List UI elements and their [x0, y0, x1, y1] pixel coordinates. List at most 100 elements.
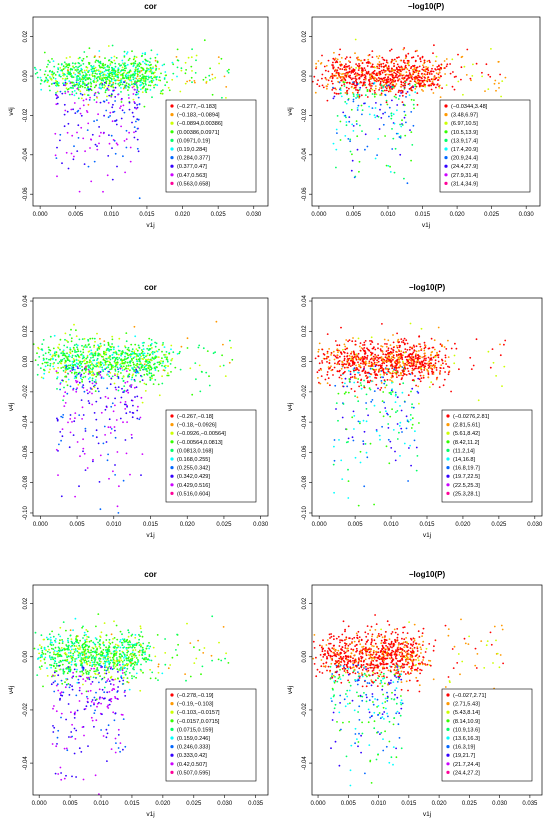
data-point	[338, 371, 340, 373]
data-point	[67, 422, 69, 424]
data-point	[41, 377, 43, 379]
legend-marker	[446, 423, 449, 426]
data-point	[389, 50, 391, 52]
data-point	[363, 103, 365, 105]
data-point	[383, 402, 385, 404]
y-tick-label: -0.04	[23, 147, 29, 161]
data-point	[82, 60, 84, 62]
data-point	[345, 79, 347, 81]
data-point	[225, 86, 227, 88]
data-point	[339, 377, 341, 379]
data-point	[432, 52, 434, 54]
data-point	[378, 57, 380, 59]
data-point	[218, 56, 220, 58]
legend-marker	[444, 122, 447, 125]
data-point	[430, 381, 432, 383]
data-point	[75, 730, 77, 732]
data-point	[60, 440, 62, 442]
data-point	[326, 356, 328, 358]
data-point	[136, 91, 138, 93]
y-tick-label: -0.06	[23, 187, 29, 201]
data-point	[421, 371, 423, 373]
data-point	[142, 87, 144, 89]
data-point	[144, 106, 146, 108]
data-point	[358, 353, 360, 355]
data-point	[161, 673, 163, 675]
data-point	[45, 70, 47, 72]
data-point	[422, 57, 424, 59]
data-point	[99, 62, 101, 64]
data-point	[95, 353, 97, 355]
data-point	[349, 355, 351, 357]
data-point	[84, 71, 86, 73]
data-point	[460, 79, 462, 81]
data-point	[406, 79, 408, 81]
data-point	[54, 662, 56, 664]
data-point	[411, 57, 413, 59]
data-point	[331, 352, 333, 354]
data-point	[425, 66, 427, 68]
data-point	[214, 77, 216, 79]
data-point	[357, 109, 359, 111]
data-point	[391, 148, 393, 150]
data-point	[65, 63, 67, 65]
data-point	[389, 86, 391, 88]
data-point	[388, 116, 390, 118]
data-point	[327, 100, 329, 102]
data-point	[85, 469, 87, 471]
legend-entry: (14,16.8]	[453, 457, 476, 463]
data-point	[100, 88, 102, 90]
data-point	[332, 62, 334, 64]
data-point	[361, 105, 363, 107]
data-point	[122, 109, 124, 111]
data-point	[391, 348, 393, 350]
data-point	[435, 60, 437, 62]
data-point	[58, 347, 60, 349]
x-tick-label: 0.020	[180, 522, 196, 528]
data-point	[348, 116, 350, 118]
data-point	[96, 429, 98, 431]
data-point	[351, 83, 353, 85]
data-point	[145, 84, 147, 86]
data-point	[402, 375, 404, 377]
y-axis-label: v4j	[8, 403, 15, 411]
data-point	[410, 414, 412, 416]
data-point	[439, 351, 441, 353]
data-point	[407, 480, 409, 482]
data-point	[85, 366, 87, 368]
data-point	[370, 380, 372, 382]
data-point	[107, 348, 109, 350]
data-point	[424, 352, 426, 354]
legend-entry: (−0.277,−0.183]	[177, 104, 217, 110]
data-point	[387, 379, 389, 381]
data-point	[142, 453, 144, 455]
x-tick-label: 0.005	[346, 212, 362, 218]
data-point	[354, 374, 356, 376]
data-point	[393, 355, 395, 357]
data-point	[93, 346, 95, 348]
y-tick-label: -0.06	[302, 445, 308, 459]
data-point	[77, 66, 79, 68]
data-point	[65, 67, 67, 69]
data-point	[62, 435, 64, 437]
data-point	[114, 96, 116, 98]
data-point	[114, 63, 116, 65]
data-point	[53, 66, 55, 68]
data-point	[74, 84, 76, 86]
data-point	[114, 120, 116, 122]
data-point	[94, 73, 96, 75]
legend-entry: (−0.267,−0.18]	[177, 414, 214, 420]
data-point	[400, 354, 402, 356]
data-point	[80, 364, 82, 366]
data-point	[333, 464, 335, 466]
data-point	[391, 390, 393, 392]
data-point	[416, 67, 418, 69]
data-point	[169, 89, 171, 91]
data-point	[406, 428, 408, 430]
legend-marker	[444, 156, 447, 159]
data-point	[135, 131, 137, 133]
data-point	[92, 461, 94, 463]
data-point	[95, 81, 97, 83]
data-point	[410, 160, 412, 162]
data-point	[392, 372, 394, 374]
